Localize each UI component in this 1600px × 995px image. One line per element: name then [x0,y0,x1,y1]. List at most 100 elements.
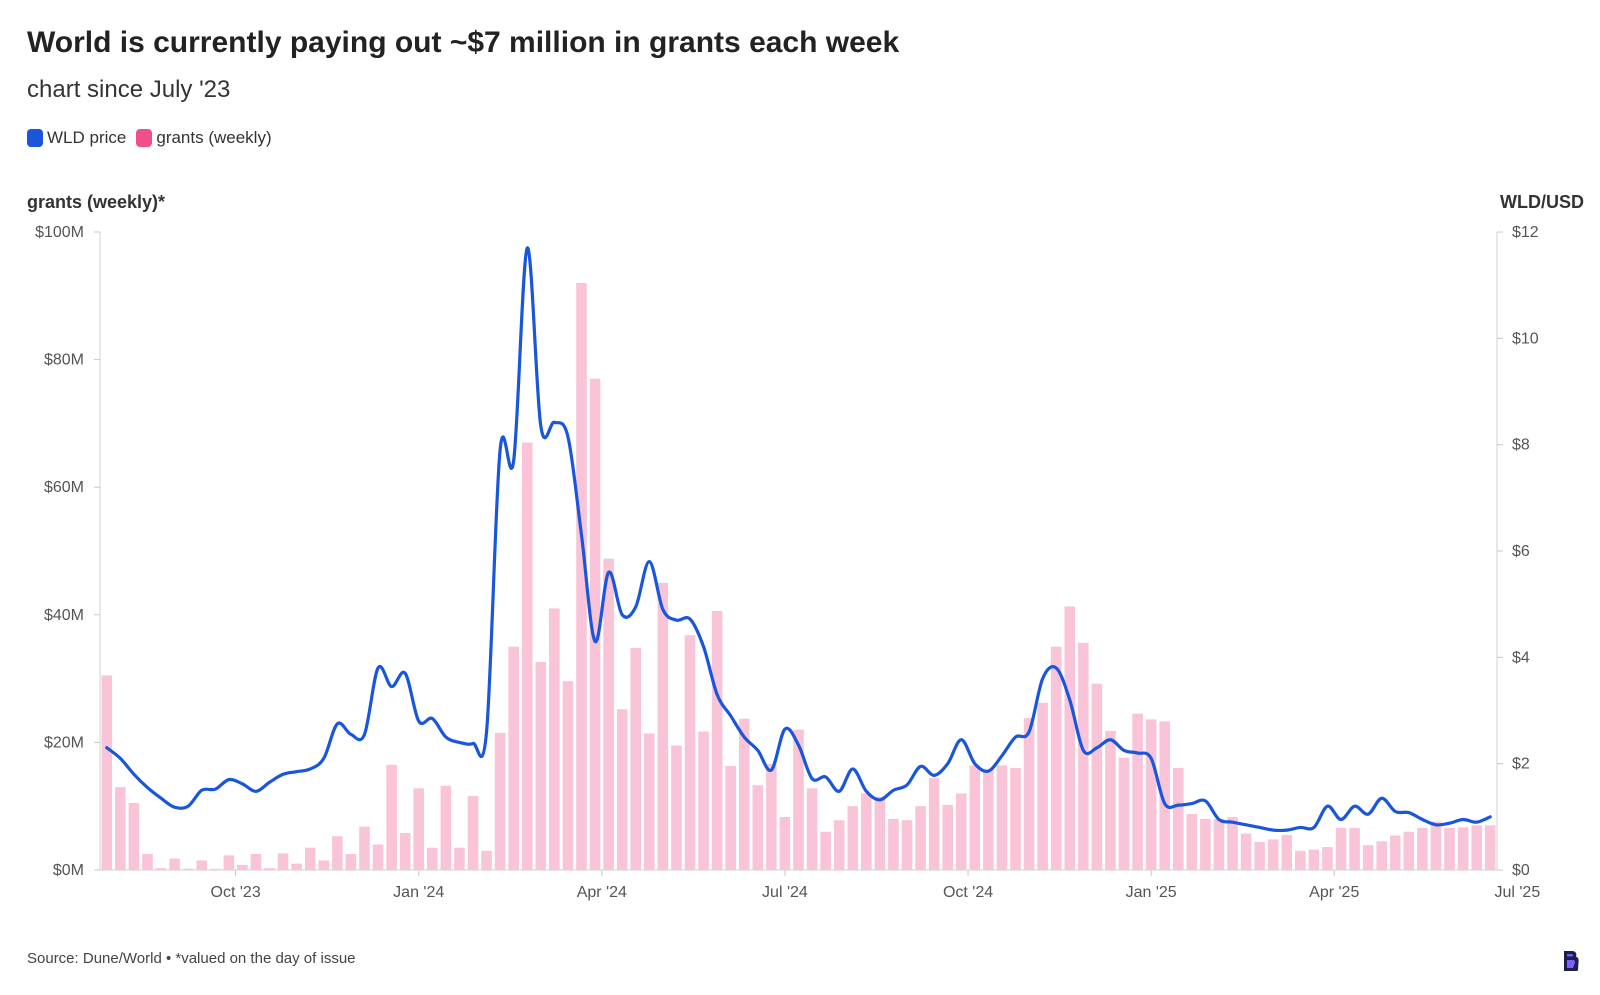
grants-bar [332,836,343,870]
grants-bar [671,745,682,870]
grants-bar [372,844,384,870]
grants-bar [983,769,994,870]
grants-bar [359,826,370,870]
grants-bar [698,731,709,870]
grants-bar [847,806,859,870]
grants-bar [1281,834,1293,870]
grants-bar [508,646,519,870]
right-tick-label: $10 [1512,330,1539,347]
right-tick-label: $12 [1512,224,1539,241]
grants-bar [210,868,221,870]
grants-bar [155,868,167,870]
grants-bar [1050,646,1062,870]
grants-bar [969,765,981,870]
grants-bar [589,378,601,870]
grants-bar [942,804,953,870]
grants-bar [657,582,669,870]
grants-bar [738,718,750,870]
grants-bar [250,854,262,870]
grants-bar [1105,730,1116,870]
grants-bar [1186,813,1198,870]
grants-bar [1159,721,1170,870]
grants-bar [1037,702,1048,870]
grants-bar [725,766,736,870]
legend-swatch-grants [136,129,153,147]
right-tick-label: $2 [1512,756,1530,773]
grants-bar [494,732,506,870]
grants-bar [766,764,777,870]
x-tick-label: Jul '24 [762,884,808,901]
x-tick-label: Jul '25 [1494,884,1540,901]
grants-bar [1023,718,1035,870]
grants-bar [386,764,397,870]
grants-bar [1403,831,1415,870]
grants-bar [196,860,208,870]
legend-item-grants: grants (weekly) [136,128,272,148]
grants-bar [1308,849,1320,870]
grants-bar [1376,841,1387,870]
grants-bar [142,854,153,870]
grants-bar [1295,850,1306,870]
grants-bar [711,610,723,870]
grants-bar [169,858,180,870]
grants-bar [399,833,411,870]
grants-bar [1389,835,1401,870]
grants-bar [1064,606,1076,870]
left-tick-label: $60M [44,479,84,496]
grants-bar [955,793,967,870]
grants-bar [223,855,235,870]
grants-bar [440,785,452,870]
grants-bar [806,788,818,870]
grants-bar [928,778,940,870]
grants-bar [521,442,533,870]
grants-bar [1484,825,1496,870]
grants-bar [833,820,845,870]
x-tick-label: Apr '25 [1309,884,1359,901]
chart-title: World is currently paying out ~$7 millio… [27,26,900,59]
x-tick-label: Apr '24 [577,884,627,901]
left-tick-label: $40M [44,607,84,624]
x-tick-label: Oct '24 [943,884,993,901]
left-tick-label: $100M [35,224,84,241]
grants-bar [535,662,547,870]
left-tick-label: $80M [44,352,84,369]
grants-bar [915,806,926,870]
grants-bar [562,681,574,870]
grants-bar [874,796,886,870]
grants-bar [1118,757,1130,870]
brand-logo-icon [1562,950,1580,977]
grants-bar [318,860,330,870]
grants-bar [1417,827,1428,870]
grants-bar [427,847,438,870]
right-tick-label: $4 [1512,649,1530,666]
grants-bar [237,864,248,870]
grants-bar [264,868,275,870]
grants-bar [115,787,126,870]
grants-bar [467,795,479,870]
right-tick-label: $8 [1512,437,1530,454]
source-note: Source: Dune/World • *valued on the day … [27,950,356,967]
grants-bar [1010,767,1021,870]
grants-bar [1444,827,1455,870]
grants-bar [644,733,655,870]
grants-bar [1213,818,1225,870]
grants-bar [1132,713,1143,870]
grants-bar [1091,683,1103,870]
right-tick-label: $0 [1512,862,1530,879]
grants-bar [182,868,194,870]
grants-bar [1227,817,1238,870]
grants-bar [1457,827,1469,870]
right-axis-title: WLD/USD [1500,192,1584,212]
grants-bar [291,863,302,870]
x-tick-label: Jan '25 [1126,884,1177,901]
grants-bar [1471,825,1482,870]
grants-bar [996,765,1008,870]
grants-bar [1240,833,1252,870]
grants-bar [820,831,831,870]
grants-bar [684,635,696,870]
grants-bar [793,729,804,870]
grants-bar [1362,845,1374,870]
grants-bar [549,608,560,870]
left-tick-label: $20M [44,734,84,751]
